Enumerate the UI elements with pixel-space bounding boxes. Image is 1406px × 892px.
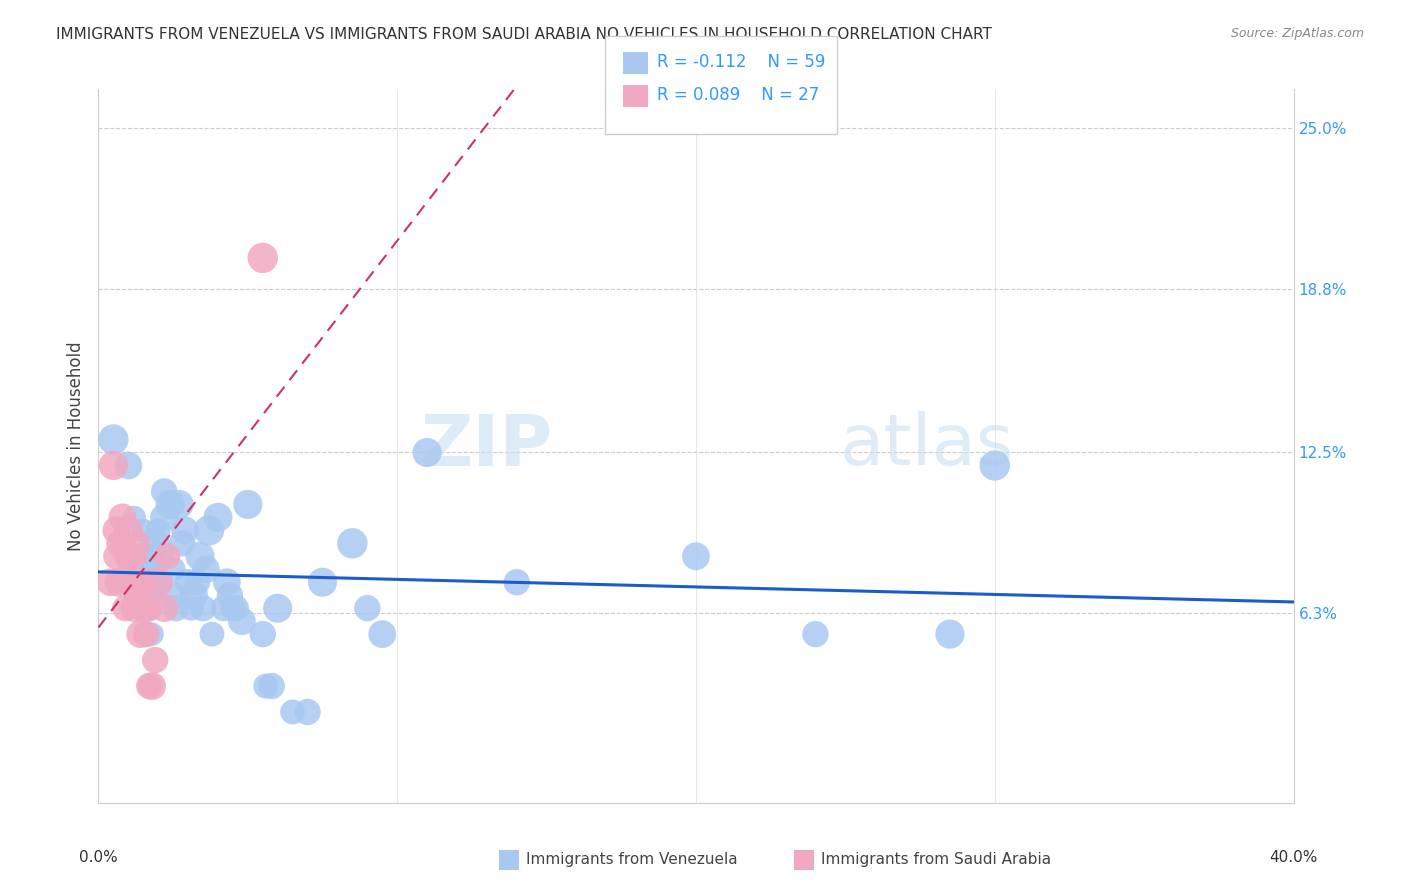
Point: [162, 562, 184, 576]
Point: [153, 601, 176, 615]
Point: [124, 562, 146, 576]
Point: [132, 549, 155, 564]
Point: [129, 627, 152, 641]
Point: [105, 549, 128, 564]
Point: [127, 588, 149, 602]
Point: [108, 536, 131, 550]
Text: 40.0%: 40.0%: [1270, 849, 1317, 864]
Point: [236, 497, 259, 511]
Text: Immigrants from Saudi Arabia: Immigrants from Saudi Arabia: [821, 853, 1052, 867]
Point: [156, 549, 179, 564]
Point: [135, 627, 157, 641]
Point: [254, 679, 277, 693]
Point: [108, 575, 131, 590]
Point: [114, 601, 136, 615]
Point: [804, 627, 827, 641]
Point: [215, 575, 238, 590]
Point: [153, 510, 176, 524]
Point: [186, 575, 208, 590]
Point: [103, 458, 125, 473]
Point: [198, 524, 221, 538]
Point: [148, 575, 170, 590]
Point: [135, 601, 157, 615]
Point: [167, 497, 190, 511]
Point: [165, 601, 187, 615]
Point: [281, 705, 304, 719]
Text: IMMIGRANTS FROM VENEZUELA VS IMMIGRANTS FROM SAUDI ARABIA NO VEHICLES IN HOUSEHO: IMMIGRANTS FROM VENEZUELA VS IMMIGRANTS …: [56, 27, 993, 42]
Point: [260, 679, 283, 693]
Point: [129, 575, 152, 590]
Point: [506, 575, 529, 590]
Point: [212, 601, 235, 615]
Text: Immigrants from Venezuela: Immigrants from Venezuela: [526, 853, 738, 867]
Point: [201, 627, 224, 641]
Point: [138, 679, 160, 693]
Point: [342, 536, 364, 550]
Point: [111, 510, 134, 524]
Point: [416, 445, 439, 459]
Point: [188, 549, 211, 564]
Y-axis label: No Vehicles in Household: No Vehicles in Household: [66, 341, 84, 551]
Point: [117, 458, 139, 473]
Point: [231, 614, 253, 628]
Point: [132, 575, 155, 590]
Point: [132, 601, 155, 615]
Point: [159, 497, 181, 511]
Point: [219, 588, 242, 602]
Point: [124, 601, 146, 615]
Point: [939, 627, 962, 641]
Point: [135, 627, 157, 641]
Point: [162, 588, 184, 602]
Point: [143, 536, 166, 550]
Point: [124, 549, 146, 564]
Point: [297, 705, 319, 719]
Point: [127, 536, 149, 550]
Point: [225, 601, 247, 615]
Point: [195, 562, 218, 576]
Point: [267, 601, 290, 615]
Point: [135, 575, 157, 590]
Point: [138, 601, 160, 615]
Point: [183, 588, 205, 602]
Point: [252, 251, 274, 265]
Point: [148, 549, 170, 564]
Point: [117, 549, 139, 564]
Text: Source: ZipAtlas.com: Source: ZipAtlas.com: [1230, 27, 1364, 40]
Point: [141, 575, 163, 590]
Text: ZIP: ZIP: [420, 411, 553, 481]
Point: [180, 601, 202, 615]
Point: [222, 601, 245, 615]
Point: [148, 524, 170, 538]
Point: [103, 433, 125, 447]
Point: [984, 458, 1007, 473]
Point: [120, 575, 142, 590]
Point: [174, 524, 197, 538]
Point: [132, 524, 155, 538]
Point: [117, 524, 139, 538]
Point: [356, 601, 378, 615]
Point: [252, 627, 274, 641]
Point: [172, 536, 194, 550]
Text: R = 0.089    N = 27: R = 0.089 N = 27: [657, 87, 818, 104]
Point: [141, 627, 163, 641]
Point: [124, 510, 146, 524]
Text: atlas: atlas: [839, 411, 1014, 481]
Point: [143, 653, 166, 667]
Point: [685, 549, 707, 564]
Point: [371, 627, 394, 641]
Point: [191, 601, 214, 615]
Point: [111, 575, 134, 590]
Text: R = -0.112    N = 59: R = -0.112 N = 59: [657, 54, 825, 71]
Point: [153, 484, 176, 499]
Point: [141, 549, 163, 564]
Point: [105, 524, 128, 538]
Point: [207, 510, 229, 524]
Point: [177, 575, 200, 590]
Point: [100, 575, 122, 590]
Text: 0.0%: 0.0%: [79, 849, 118, 864]
Point: [141, 679, 163, 693]
Point: [311, 575, 333, 590]
